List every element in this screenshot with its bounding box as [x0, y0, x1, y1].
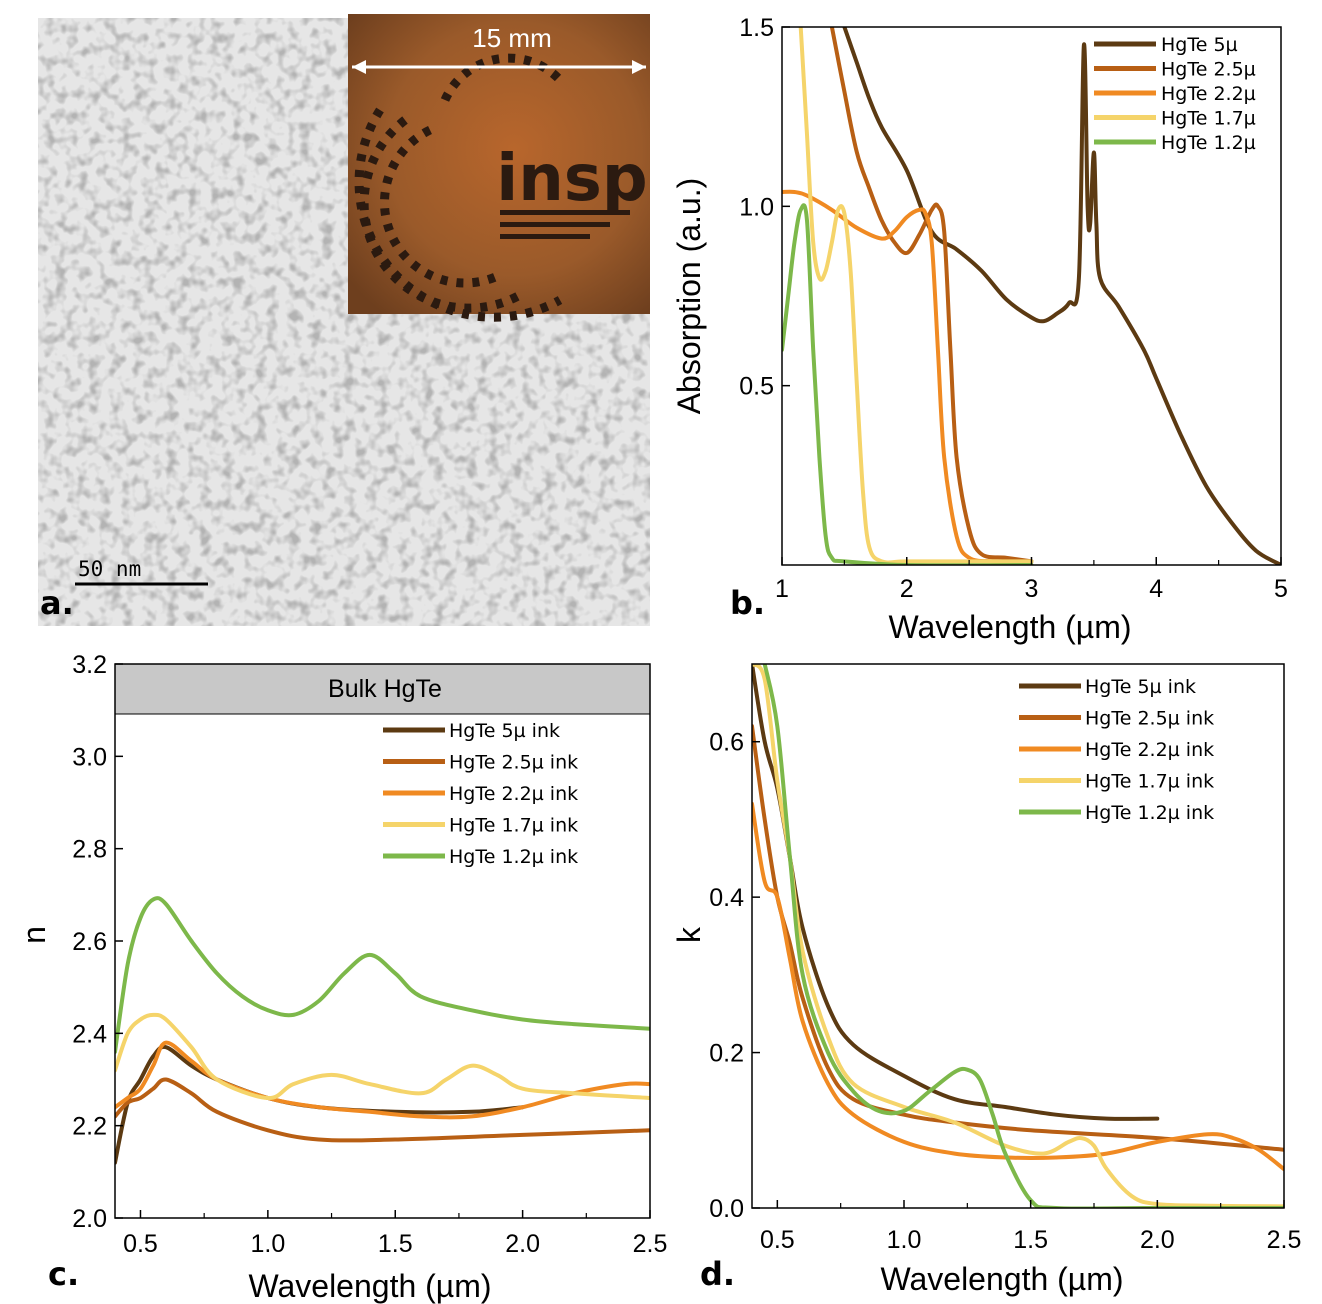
x-tick-label: 1.5	[1013, 1226, 1048, 1254]
y-tick-label: 0.4	[709, 884, 744, 912]
panel-c-plot: 0.5 1.0 1.5 2.0 2.5 2.0 2.2 2.4 2.6 2.8 3.0 3.2 Wave…	[16, 651, 667, 1304]
series-line-3	[752, 801, 1284, 1172]
legend-label: HgTe 1.7µ ink	[449, 815, 578, 837]
series-line-2	[829, 27, 1034, 564]
plot-frame	[751, 663, 1285, 1209]
bulk-hgte-banner-text: Bulk HgTe	[328, 675, 442, 703]
x-axis-title: Wavelength (µm)	[248, 1268, 491, 1304]
x-tick-label: 2	[900, 575, 914, 603]
x-tick-label: 1.0	[887, 1226, 922, 1254]
legend-label: HgTe 1.2µ	[1161, 132, 1256, 154]
legend-label: HgTe 2.2µ ink	[1085, 739, 1214, 761]
panel-c: Bulk HgTe 0.5 1.0 1.5 2.0 2.5 2.0 2.2 2.4 2.6 2.8…	[16, 651, 667, 1304]
y-tick-label: 3.2	[72, 651, 107, 679]
x-tick-label: 1	[775, 575, 789, 603]
series-line-5	[782, 203, 1034, 565]
x-tick-label: 0.5	[123, 1230, 158, 1258]
legend-label: HgTe 5µ ink	[449, 720, 560, 742]
legend-label: HgTe 2.2µ	[1161, 83, 1256, 105]
y-axis-title: n	[16, 926, 52, 944]
legend-label: HgTe 2.2µ ink	[449, 783, 578, 805]
y-axis-title: Absorption (a.u.)	[671, 178, 707, 415]
panel-b-letter: b.	[730, 584, 765, 622]
x-tick-label: 1.0	[250, 1230, 285, 1258]
series-line-3	[782, 189, 1034, 564]
scale-bar-label: 50 nm	[78, 557, 141, 581]
panel-b-plot: 1 2 3 4 5 0.5 1.0 1.5 Wavelength (µm) Absorption …	[671, 14, 1288, 645]
series-line-3	[115, 1040, 650, 1120]
series-lines	[115, 896, 650, 1165]
inset-dot-pattern	[354, 53, 564, 322]
y-tick-label: 1.5	[739, 14, 774, 42]
panel-a-letter: a.	[40, 584, 74, 622]
legend-label: HgTe 1.7µ	[1161, 108, 1256, 130]
legend-label: HgTe 1.2µ ink	[1085, 802, 1214, 824]
inset-logo-lines	[500, 210, 630, 239]
legend-label: HgTe 1.7µ ink	[1085, 771, 1214, 793]
legend: HgTe 5µ ink HgTe 2.5µ ink HgTe 2.2µ ink HgT…	[1019, 676, 1214, 824]
series-line-2	[752, 724, 1284, 1152]
y-tick-label: 3.0	[72, 743, 107, 771]
y-tick-label: 2.2	[72, 1113, 107, 1141]
y-tick-label: 2.0	[72, 1205, 107, 1233]
inset-photo: insp 15 mm	[348, 14, 650, 322]
legend-label: HgTe 2.5µ	[1161, 59, 1256, 81]
series-line-4	[798, 27, 1034, 565]
y-tick-label: 2.6	[72, 928, 107, 956]
legend: HgTe 5µ ink HgTe 2.5µ ink HgTe 2.2µ ink HgT…	[383, 720, 578, 868]
panel-a: insp 15 mm 50 nm a.	[38, 14, 650, 626]
y-tick-label: 0.0	[709, 1195, 744, 1223]
legend-label: HgTe 2.5µ ink	[1085, 708, 1214, 730]
y-tick-label: 2.8	[72, 836, 107, 864]
panel-d: 0.5 1.0 1.5 2.0 2.5 0.0 0.2 0.4 0.6 Wavelength (µ…	[671, 663, 1302, 1297]
x-tick-label: 1.5	[378, 1230, 413, 1258]
y-tick-label: 0.5	[739, 373, 774, 401]
bulk-hgte-banner	[114, 663, 651, 715]
y-tick-label: 1.0	[739, 193, 774, 221]
legend-label: HgTe 5µ ink	[1085, 676, 1196, 698]
inset-logo: insp	[496, 142, 647, 216]
x-axis-title: Wavelength (µm)	[880, 1261, 1123, 1297]
y-tick-label: 0.2	[709, 1040, 744, 1068]
panel-c-letter: c.	[48, 1255, 79, 1293]
y-tick-label: 2.4	[72, 1020, 107, 1048]
panel-d-letter: d.	[700, 1255, 735, 1293]
legend-label: HgTe 2.5µ ink	[449, 752, 578, 774]
series-lines	[782, 27, 1281, 565]
panel-d-plot: 0.5 1.0 1.5 2.0 2.5 0.0 0.2 0.4 0.6 Wavelength (µ…	[671, 663, 1302, 1297]
x-tick-label: 2.5	[1267, 1226, 1302, 1254]
x-tick-label: 3	[1025, 575, 1039, 603]
series-line-5	[115, 896, 650, 1054]
series-line-4	[115, 1012, 650, 1100]
y-tick-label: 0.6	[709, 729, 744, 757]
x-tick-label: 2.0	[505, 1230, 540, 1258]
x-axis-title: Wavelength (µm)	[888, 609, 1131, 645]
panel-b: 1 2 3 4 5 0.5 1.0 1.5 Wavelength (µm) Absorption …	[671, 14, 1288, 645]
x-tick-label: 2.5	[633, 1230, 668, 1258]
series-lines	[752, 664, 1284, 1208]
legend-label: HgTe 1.2µ ink	[449, 846, 578, 868]
y-axis-title: k	[671, 926, 707, 943]
inset-dimension-label: 15 mm	[472, 23, 551, 53]
x-tick-label: 0.5	[760, 1226, 795, 1254]
series-line-1	[115, 1044, 525, 1165]
x-tick-label: 2.0	[1140, 1226, 1175, 1254]
x-tick-label: 5	[1274, 575, 1288, 603]
x-tick-label: 4	[1149, 575, 1163, 603]
series-line-2	[115, 1077, 650, 1143]
legend-label: HgTe 5µ	[1161, 34, 1238, 56]
